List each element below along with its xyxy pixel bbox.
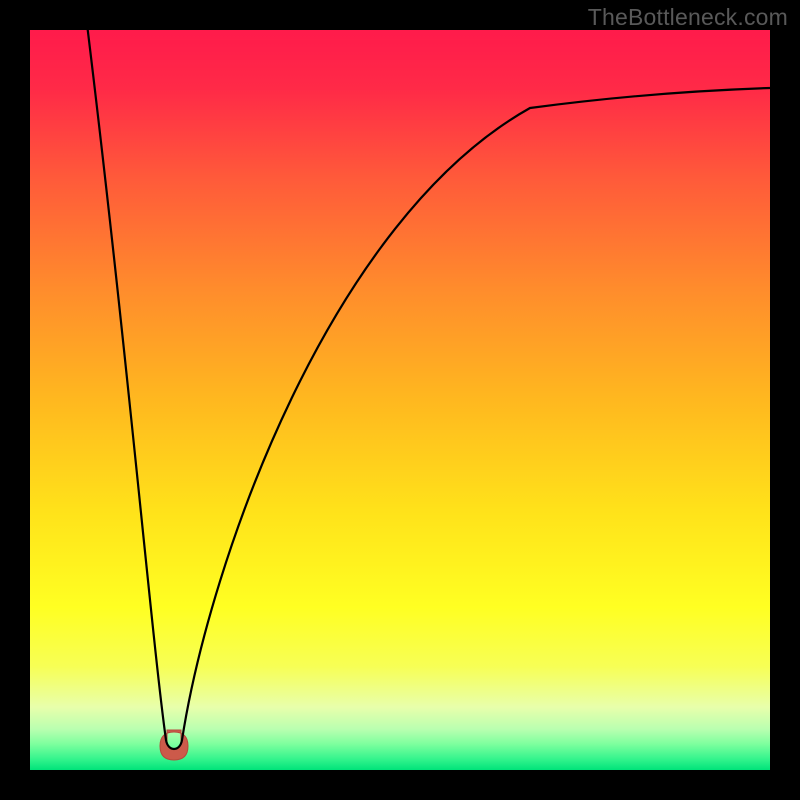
gradient-background xyxy=(30,30,770,770)
watermark-text: TheBottleneck.com xyxy=(588,4,788,31)
chart-frame: TheBottleneck.com xyxy=(0,0,800,800)
bottleneck-curve-chart xyxy=(0,0,800,800)
